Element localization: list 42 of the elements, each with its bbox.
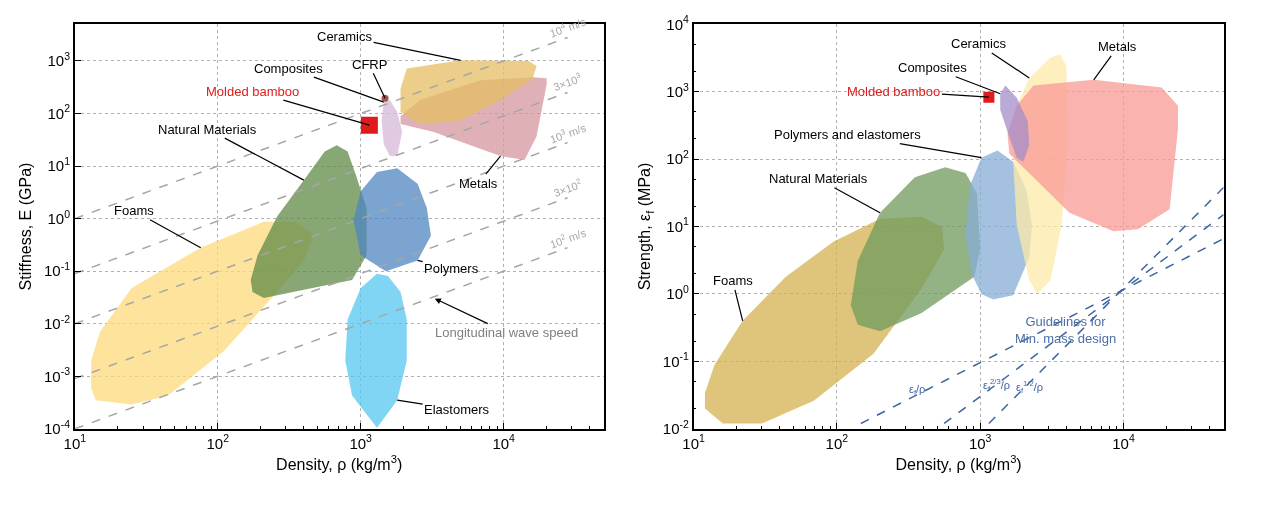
text: Natural Materials (769, 171, 868, 186)
y-tick-label: 10$^{4}$ (666, 13, 689, 33)
x-tick-label: 10$^{3}$ (968, 432, 992, 452)
text: Composites (254, 61, 324, 76)
text: Metals (1098, 39, 1137, 54)
text: Composites (898, 60, 968, 75)
y-axis-title: Stiffness, E (GPa) (17, 162, 35, 291)
series-label: Metals (459, 176, 498, 191)
annotation: Guidelines for Min. mass design (1015, 314, 1117, 346)
text: Natural Materials (158, 122, 257, 137)
y-tick-label: 10$^{0}$ (47, 207, 71, 227)
text: Ceramics (951, 36, 1007, 51)
y-tick-label: 10$^{-1}$ (44, 260, 71, 280)
y-tick-label: 10$^{3}$ (47, 49, 71, 70)
x-tick-label: 10$^{2}$ (825, 432, 849, 452)
text: Elastomers (424, 402, 490, 417)
y-tick-label: 10$^{-1}$ (662, 350, 689, 370)
annotation: Longitudinal wave speed (435, 325, 579, 340)
x-axis-title: Density, ρ (kg/m$^{3}$) (895, 453, 1022, 473)
series-label: ε$_{f}$/ρ (909, 383, 926, 398)
y-tick-label: 10$^{2}$ (47, 102, 71, 122)
series-label: CFRP (352, 57, 388, 72)
text: Polymers and elastomers (774, 127, 922, 142)
x-tick-label: 10$^{2}$ (206, 432, 230, 452)
x-tick-label: 10$^{3}$ (349, 432, 373, 452)
series-label: ε$_{f}$$^{2/3}$/ρ (983, 377, 1011, 393)
y-tick-label: 10$^{3}$ (666, 80, 689, 100)
x-axis-title: Density, ρ (kg/m$^{3}$) (276, 453, 403, 473)
text: Foams (114, 203, 155, 218)
y-tick-label: 10$^{-2}$ (44, 312, 71, 332)
series-label: Foams (713, 273, 754, 288)
y-tick-label: 10$^{1}$ (47, 155, 71, 175)
series-label: Polymers (424, 261, 479, 276)
text: Molded bamboo (847, 84, 941, 99)
text: Ceramics (317, 29, 373, 44)
x-tick-label: 10$^{4}$ (1112, 432, 1135, 452)
y-tick-label: 10$^{1}$ (666, 215, 689, 235)
text: Molded bamboo (206, 84, 300, 99)
x-tick-label: 10$^{4}$ (492, 432, 516, 452)
y-tick-label: 10$^{2}$ (666, 148, 689, 168)
y-tick-label: 10$^{0}$ (666, 282, 689, 303)
y-tick-label: 10$^{-3}$ (44, 365, 71, 385)
